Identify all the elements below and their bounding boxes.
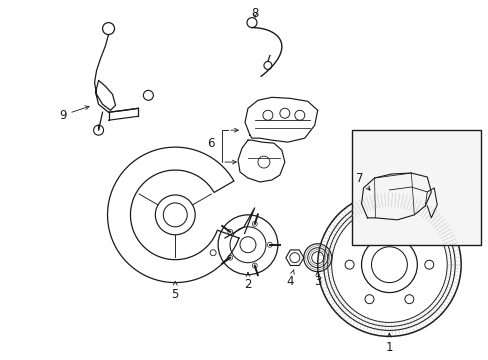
Text: 3: 3: [313, 271, 321, 288]
Circle shape: [424, 260, 433, 269]
Circle shape: [364, 226, 373, 235]
Circle shape: [252, 221, 257, 226]
Text: 5: 5: [171, 281, 179, 301]
Text: 4: 4: [285, 270, 294, 288]
Text: 6: 6: [207, 137, 215, 150]
Circle shape: [364, 295, 373, 304]
Circle shape: [345, 260, 353, 269]
Bar: [351, 130, 480, 245]
Circle shape: [361, 237, 416, 293]
Text: 1: 1: [385, 333, 392, 354]
Text: 2: 2: [244, 272, 251, 291]
Circle shape: [218, 215, 277, 275]
Circle shape: [404, 295, 413, 304]
Circle shape: [227, 229, 232, 234]
Circle shape: [404, 226, 413, 235]
Circle shape: [227, 255, 232, 260]
Circle shape: [267, 242, 272, 247]
Text: 9: 9: [59, 106, 89, 122]
Text: 8: 8: [251, 7, 258, 20]
Circle shape: [155, 195, 195, 235]
Circle shape: [252, 263, 257, 268]
Circle shape: [210, 250, 216, 256]
Text: 7: 7: [355, 171, 369, 190]
